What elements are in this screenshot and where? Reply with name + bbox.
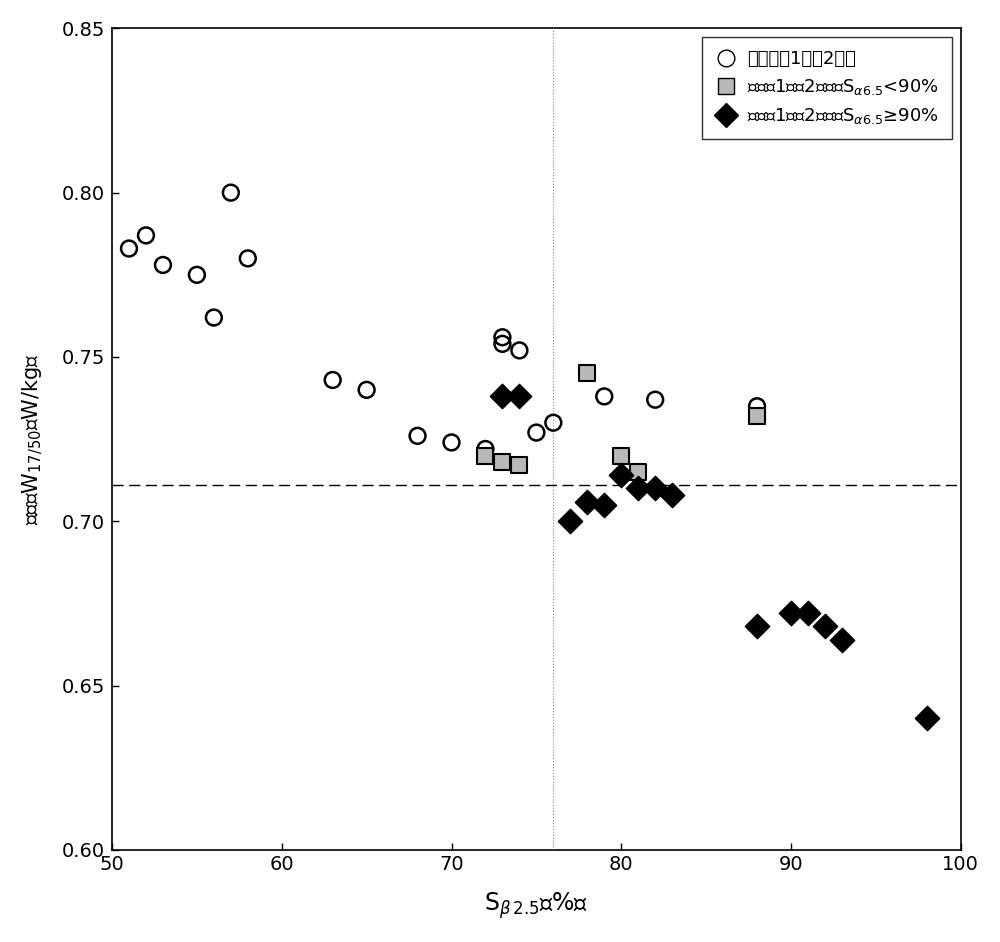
Y-axis label: 鉄損　W$_{17/50}$（W/kg）: 鉄損 W$_{17/50}$（W/kg）: [21, 353, 45, 525]
Point: [630, 481, 646, 496]
Point: [223, 186, 239, 201]
Point: [325, 372, 341, 387]
Point: [596, 497, 612, 512]
Point: [596, 389, 612, 404]
Point: [579, 494, 595, 509]
Point: [579, 365, 595, 381]
Point: [919, 711, 935, 726]
Point: [206, 310, 222, 325]
Point: [511, 458, 527, 473]
Point: [749, 409, 765, 424]
Point: [155, 257, 171, 272]
Point: [528, 425, 544, 440]
Legend: 不満足（1）（2）式, 満足（1）（2）式，S$_{\alpha6.5}$<90%, 満足（1）（2）式，S$_{\alpha6.5}$≥90%: 不満足（1）（2）式, 満足（1）（2）式，S$_{\alpha6.5}$<90…: [702, 38, 952, 138]
Point: [749, 398, 765, 414]
Point: [511, 343, 527, 358]
Point: [410, 429, 426, 444]
Point: [359, 382, 375, 398]
Point: [477, 448, 493, 463]
Point: [834, 632, 850, 647]
Point: [749, 619, 765, 634]
Point: [444, 435, 460, 450]
Point: [121, 241, 137, 256]
Point: [562, 513, 578, 528]
Point: [817, 619, 833, 634]
Point: [189, 268, 205, 283]
Point: [477, 442, 493, 457]
Point: [494, 455, 510, 470]
Point: [545, 415, 561, 430]
Point: [494, 336, 510, 351]
Point: [613, 468, 629, 483]
Point: [138, 228, 154, 243]
Point: [647, 481, 663, 496]
Point: [511, 389, 527, 404]
Point: [630, 464, 646, 479]
Point: [783, 606, 799, 621]
X-axis label: S$_{\beta\,2.5}$（%）: S$_{\beta\,2.5}$（%）: [484, 890, 588, 921]
Point: [240, 251, 256, 266]
Point: [664, 487, 680, 502]
Point: [494, 389, 510, 404]
Point: [494, 330, 510, 345]
Point: [647, 392, 663, 407]
Point: [800, 606, 816, 621]
Point: [613, 448, 629, 463]
